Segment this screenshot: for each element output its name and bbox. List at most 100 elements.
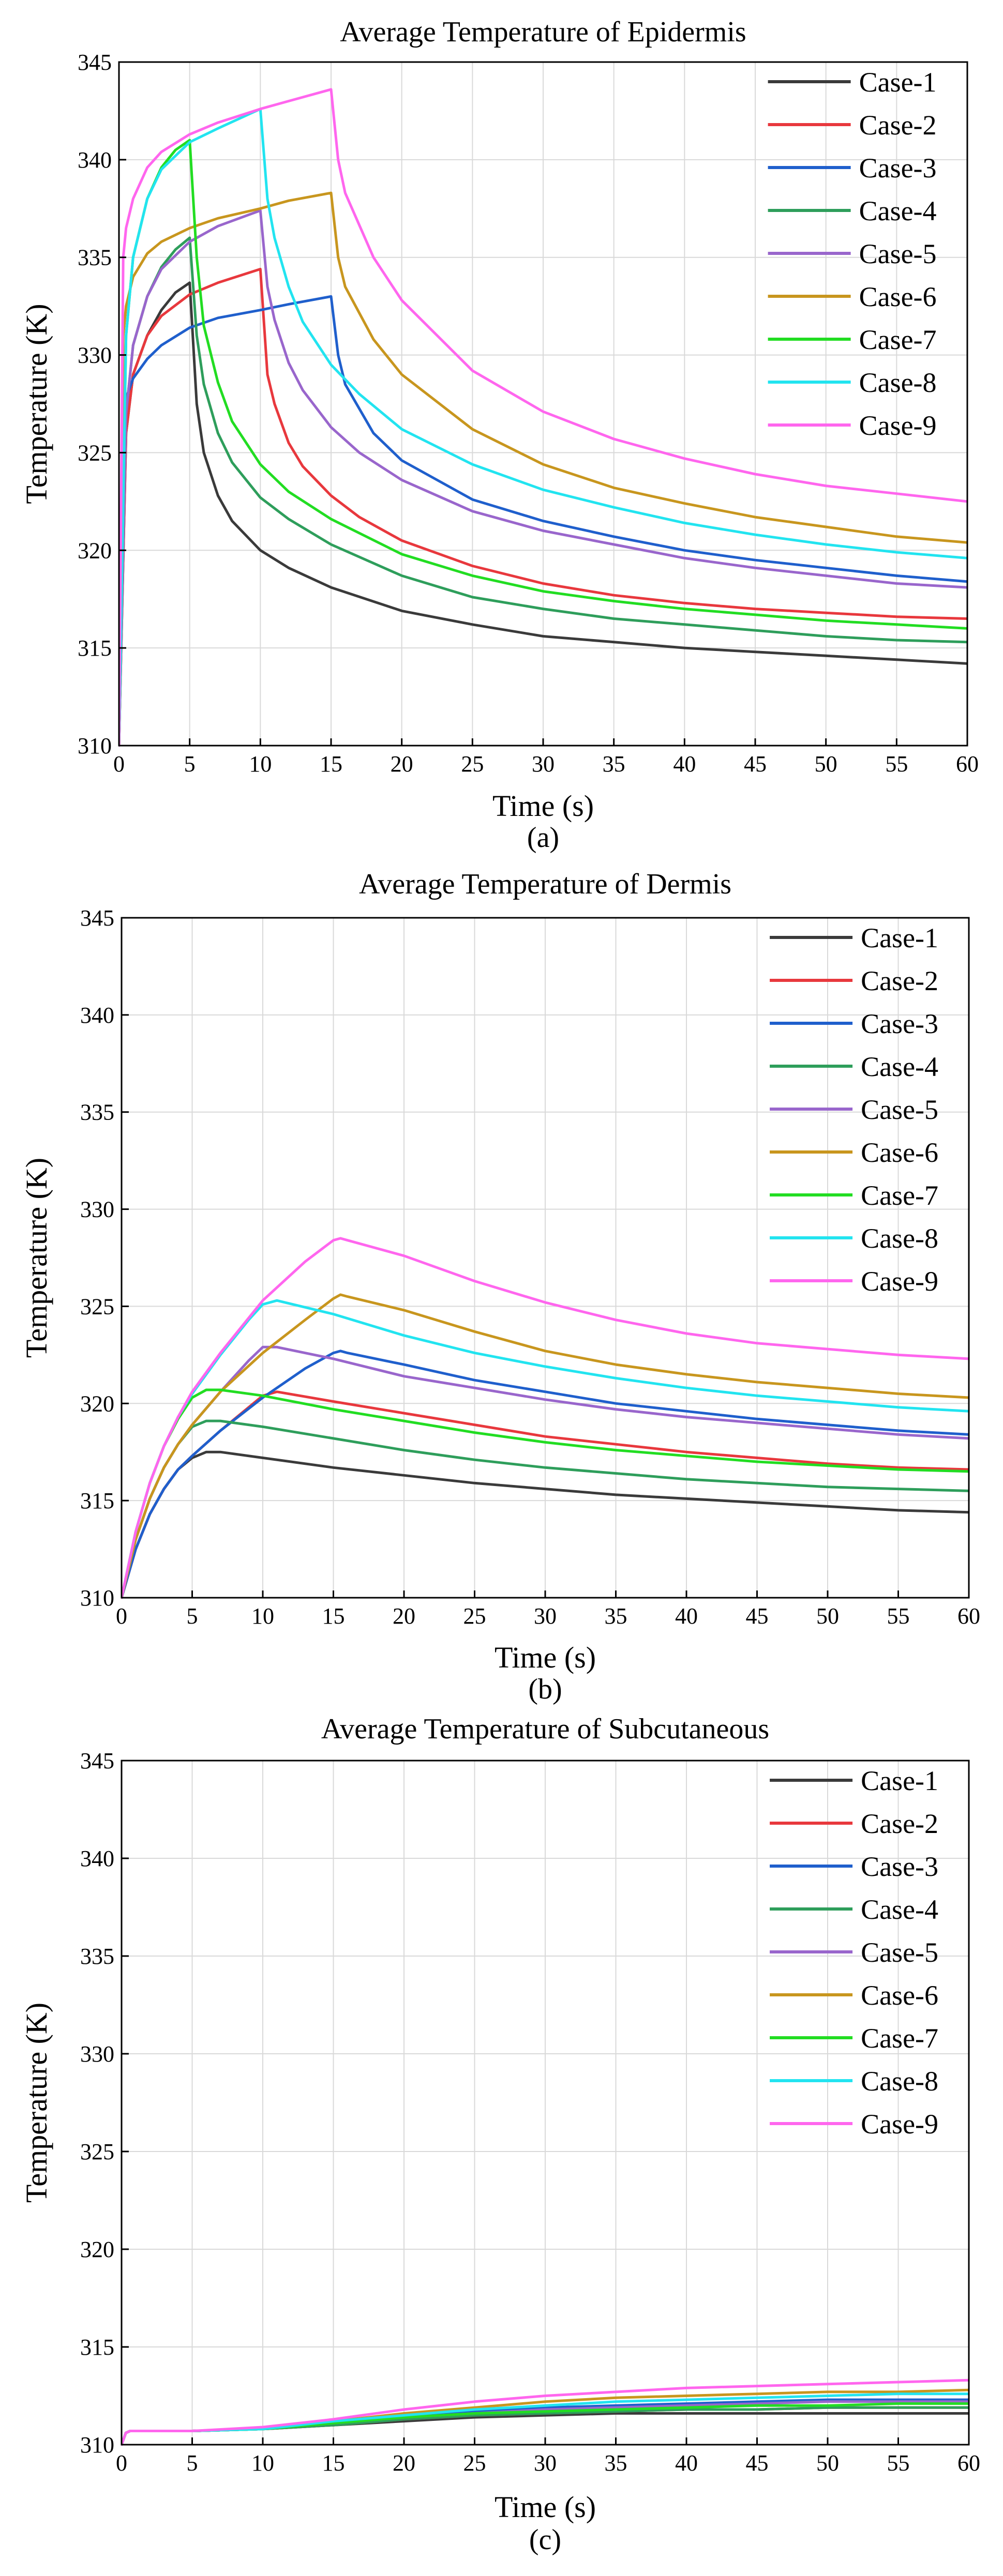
legend-label-case-6: Case-6 — [859, 281, 937, 312]
x-tick-label: 10 — [249, 751, 272, 777]
legend: Case-1 Case-2 Case-3 Case-4 Case-5 Case-6 Case… — [770, 922, 938, 1297]
y-tick-label: 335 — [80, 1100, 114, 1125]
legend-label-case-8: Case-8 — [861, 1223, 938, 1254]
series-line-case-3 — [119, 295, 967, 747]
legend-label-case-4: Case-4 — [859, 195, 937, 226]
series-line-case-1 — [119, 281, 967, 747]
x-tick-label: 25 — [463, 2450, 486, 2476]
x-tick-label: 5 — [187, 1603, 198, 1629]
legend-label-case-2: Case-2 — [861, 1808, 938, 1839]
panel-caption: (c) — [529, 2524, 561, 2556]
series-line-case-6 — [119, 191, 967, 747]
legend-label-case-1: Case-1 — [861, 922, 938, 953]
x-tick-label: 40 — [675, 2450, 698, 2476]
x-tick-label: 20 — [393, 2450, 415, 2476]
x-tick-label: 25 — [461, 751, 484, 777]
legend-label-case-5: Case-5 — [861, 1094, 938, 1125]
x-tick-label: 35 — [605, 2450, 627, 2476]
series-group — [122, 1237, 969, 1599]
legend-label-case-9: Case-9 — [859, 410, 937, 441]
series-group — [122, 2378, 969, 2446]
x-tick-label: 15 — [322, 2450, 345, 2476]
chart-panel-c: 0 5 10 15 20 25 30 35 40 45 50 55 60 310 315 320 325 330 3… — [20, 1713, 980, 2556]
y-tick-label: 330 — [80, 2041, 114, 2067]
y-tick-label: 330 — [78, 343, 112, 368]
x-tick-label: 30 — [534, 1603, 557, 1629]
series-line-case-8 — [119, 108, 967, 747]
y-axis-label: Temperature (K) — [20, 1158, 53, 1358]
y-tick-label: 345 — [78, 50, 112, 75]
x-tick-label: 45 — [746, 2450, 769, 2476]
y-tick-label: 330 — [80, 1197, 114, 1222]
x-tick-label: 40 — [673, 751, 696, 777]
x-tick-label: 50 — [815, 751, 837, 777]
x-tick-label: 50 — [816, 1603, 839, 1629]
legend-label-case-7: Case-7 — [861, 2023, 938, 2054]
legend-label-case-7: Case-7 — [859, 324, 937, 355]
legend-label-case-1: Case-1 — [859, 67, 937, 98]
x-tick-label: 0 — [116, 1603, 127, 1629]
x-tick-label: 15 — [322, 1603, 345, 1629]
y-tick-label: 335 — [78, 245, 112, 270]
series-group — [119, 88, 967, 747]
x-tick-label: 45 — [746, 1603, 769, 1629]
y-tick-label: 335 — [80, 1944, 114, 1969]
y-tick-label: 325 — [80, 1294, 114, 1319]
x-tick-label: 55 — [887, 1603, 910, 1629]
x-tick-label: 15 — [320, 751, 342, 777]
x-axis-label: Time (s) — [495, 1641, 596, 1674]
x-tick-label: 40 — [675, 1603, 698, 1629]
x-tick-label: 25 — [463, 1603, 486, 1629]
x-axis-label: Time (s) — [495, 2490, 596, 2524]
y-tick-label: 340 — [80, 1003, 114, 1028]
legend-label-case-3: Case-3 — [859, 153, 937, 184]
legend-label-case-7: Case-7 — [861, 1180, 938, 1211]
y-axis-label: Temperature (K) — [20, 304, 53, 504]
legend-label-case-3: Case-3 — [861, 1008, 938, 1039]
chart-title: Average Temperature of Epidermis — [340, 16, 746, 48]
series-line-case-3 — [122, 1350, 969, 1599]
legend-label-case-4: Case-4 — [861, 1051, 938, 1082]
x-tick-label: 45 — [744, 751, 767, 777]
legend-label-case-6: Case-6 — [861, 1980, 938, 2011]
y-axis-label: Temperature (K) — [20, 2003, 53, 2203]
chart-title: Average Temperature of Dermis — [359, 868, 731, 900]
y-tick-label: 315 — [80, 2335, 114, 2360]
x-tick-label: 0 — [116, 2450, 127, 2476]
legend-label-case-9: Case-9 — [861, 1266, 938, 1297]
series-line-case-2 — [119, 267, 967, 747]
legend-label-case-6: Case-6 — [861, 1137, 938, 1168]
y-tick-label: 310 — [80, 2432, 114, 2458]
legend-label-case-8: Case-8 — [861, 2066, 938, 2097]
legend-label-case-5: Case-5 — [859, 238, 937, 269]
legend: Case-1 Case-2 Case-3 Case-4 Case-5 Case-6 Case… — [768, 67, 937, 441]
x-tick-label: 5 — [184, 751, 196, 777]
legend-label-case-9: Case-9 — [861, 2109, 938, 2140]
legend: Case-1 Case-2 Case-3 Case-4 Case-5 Case-6 Case… — [770, 1765, 938, 2140]
x-tick-label: 0 — [113, 751, 125, 777]
y-tick-label: 320 — [78, 538, 112, 563]
y-tick-label: 310 — [80, 1585, 114, 1611]
y-tick-label: 315 — [78, 635, 112, 661]
x-tick-label: 50 — [816, 2450, 839, 2476]
y-tick-label: 325 — [78, 440, 112, 465]
series-line-case-5 — [119, 209, 967, 747]
y-tick-label: 315 — [80, 1488, 114, 1513]
legend-label-case-4: Case-4 — [861, 1894, 938, 1925]
series-line-case-9 — [122, 2378, 969, 2446]
y-tick-label: 320 — [80, 2237, 114, 2262]
x-tick-label: 60 — [956, 751, 979, 777]
panel-caption: (b) — [528, 1673, 562, 1705]
x-tick-label: 35 — [605, 1603, 627, 1629]
legend-label-case-5: Case-5 — [861, 1937, 938, 1968]
legend-label-case-3: Case-3 — [861, 1851, 938, 1882]
x-tick-label: 60 — [957, 2450, 980, 2476]
x-tick-label: 35 — [603, 751, 625, 777]
x-tick-label: 5 — [187, 2450, 198, 2476]
series-line-case-9 — [122, 1237, 969, 1599]
y-tick-label: 340 — [80, 1846, 114, 1871]
x-tick-label: 60 — [957, 1603, 980, 1629]
x-tick-label: 20 — [391, 751, 413, 777]
y-tick-label: 310 — [78, 733, 112, 759]
